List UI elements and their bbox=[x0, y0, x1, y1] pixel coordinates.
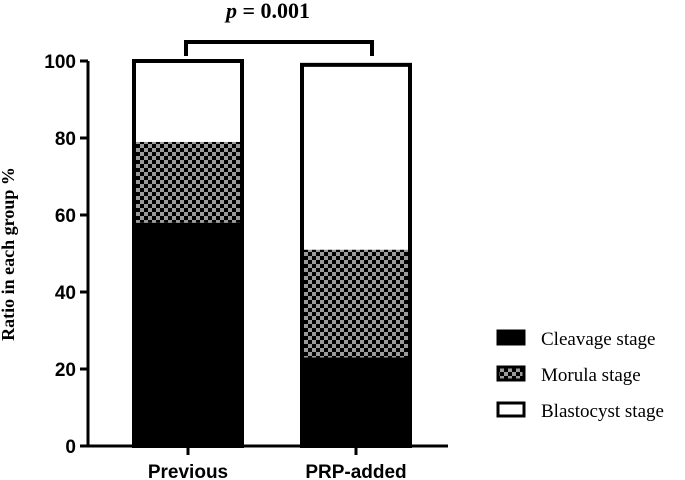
bar-segment-morula-stage bbox=[134, 141, 242, 223]
legend-swatch bbox=[496, 365, 526, 382]
legend-label: Blastocyst stage bbox=[541, 401, 664, 422]
y-axis-label: Ratio in each group % bbox=[0, 167, 18, 341]
legend-swatch bbox=[496, 401, 526, 418]
y-tick-label: 0 bbox=[65, 437, 76, 458]
y-tick-label: 20 bbox=[55, 360, 76, 381]
p-value: = 0.001 bbox=[237, 0, 310, 23]
bar-segment-blastocyst-stage bbox=[302, 64, 410, 250]
legend: Cleavage stage Morula stage Blastocyst sta… bbox=[496, 329, 664, 422]
p-value-label: p = 0.001 bbox=[224, 0, 310, 23]
x-tick-label: Previous bbox=[148, 462, 228, 480]
legend-label: Morula stage bbox=[541, 365, 641, 386]
p-symbol: p bbox=[224, 0, 237, 23]
y-tick-label: 100 bbox=[44, 52, 76, 73]
bar-segment-cleavage-stage bbox=[302, 357, 410, 446]
bar-segment-blastocyst-stage bbox=[134, 61, 242, 142]
legend-swatch bbox=[496, 329, 526, 346]
annotation: p = 0.001 bbox=[184, 0, 374, 56]
legend-label: Cleavage stage bbox=[541, 329, 655, 350]
significance-bracket bbox=[184, 40, 374, 56]
y-tick-label: 60 bbox=[55, 206, 76, 227]
plot-area: 0 20 40 60 80 100 Previous PRP-added bbox=[44, 52, 448, 480]
bar-segment-morula-stage bbox=[302, 249, 410, 358]
y-tick-label: 80 bbox=[55, 129, 76, 150]
y-tick-label: 40 bbox=[55, 283, 76, 304]
x-tick-label: PRP-added bbox=[305, 462, 406, 480]
bar-segment-cleavage-stage bbox=[134, 222, 242, 446]
